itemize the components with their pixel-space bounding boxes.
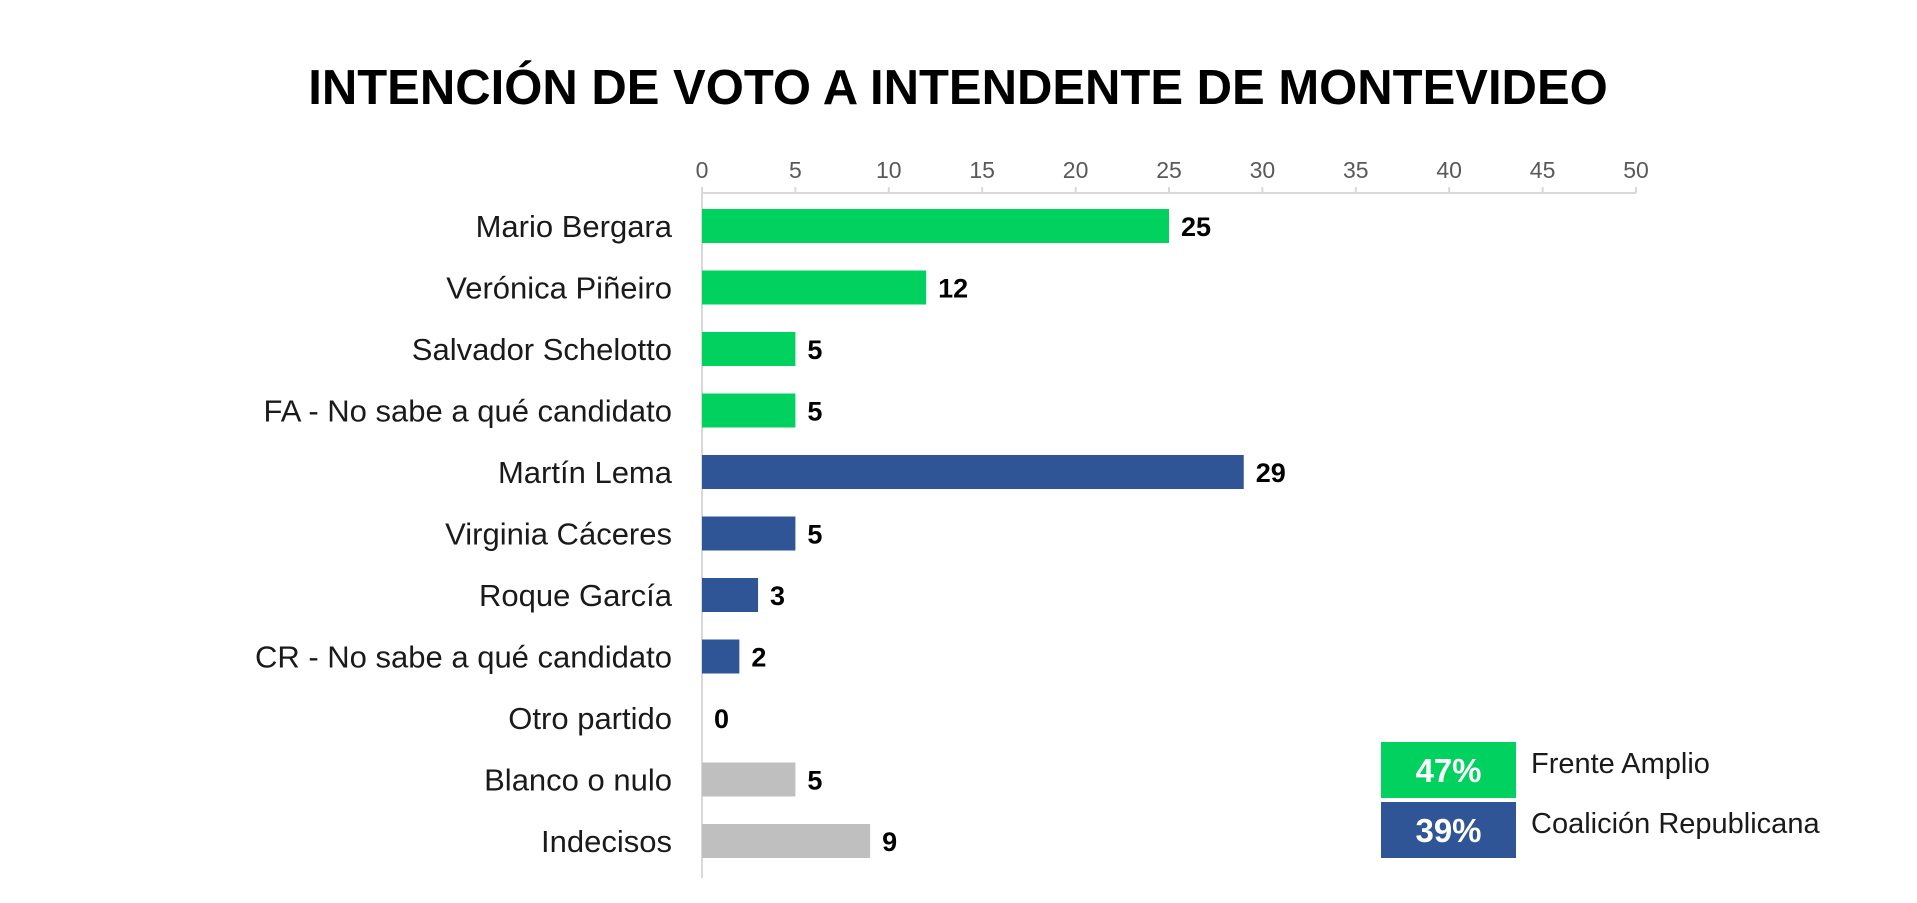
category-label: Roque García bbox=[479, 578, 673, 613]
category-label: Salvador Schelotto bbox=[412, 332, 672, 367]
bar-value-label: 2 bbox=[751, 643, 766, 673]
bar-value-label: 0 bbox=[714, 704, 729, 734]
legend-label: Coalición Republicana bbox=[1531, 808, 1820, 840]
bar-value-label: 5 bbox=[807, 766, 822, 796]
bar-value-label: 25 bbox=[1181, 212, 1211, 242]
legend-swatch bbox=[1381, 802, 1516, 858]
bar-value-label: 29 bbox=[1256, 458, 1286, 488]
x-tick-label: 0 bbox=[696, 157, 709, 183]
bar bbox=[702, 332, 796, 366]
category-label: Virginia Cáceres bbox=[445, 517, 672, 552]
x-tick-label: 40 bbox=[1436, 157, 1462, 183]
category-label: Martín Lema bbox=[498, 455, 673, 490]
x-tick-label: 20 bbox=[1063, 157, 1089, 183]
x-tick-label: 5 bbox=[789, 157, 802, 183]
legend-percentage: 39% bbox=[1415, 812, 1481, 849]
bar bbox=[702, 516, 796, 551]
bar-value-label: 3 bbox=[770, 581, 785, 611]
bar bbox=[702, 455, 1244, 489]
x-tick-label: 15 bbox=[969, 157, 995, 183]
bar bbox=[702, 639, 740, 674]
x-tick-label: 35 bbox=[1343, 157, 1369, 183]
bar bbox=[702, 270, 927, 305]
x-tick-label: 50 bbox=[1623, 157, 1649, 183]
bar bbox=[702, 393, 796, 428]
category-label: FA - No sabe a qué candidato bbox=[264, 394, 672, 429]
x-tick-label: 30 bbox=[1250, 157, 1276, 183]
legend: 47% Frente Amplio 39% Coalición Republicana bbox=[1381, 742, 1820, 858]
x-tick-label: 25 bbox=[1156, 157, 1182, 183]
bar-value-label: 5 bbox=[807, 520, 822, 550]
category-label: CR - No sabe a qué candidato bbox=[255, 640, 672, 675]
legend-label: Frente Amplio bbox=[1531, 748, 1710, 780]
bar bbox=[702, 209, 1169, 243]
bar-value-label: 12 bbox=[938, 274, 968, 304]
bar bbox=[702, 762, 796, 797]
bar-value-label: 9 bbox=[882, 827, 897, 857]
chart-title: INTENCIÓN DE VOTO A INTENDENTE DE MONTEV… bbox=[308, 60, 1608, 115]
legend-percentage: 47% bbox=[1415, 752, 1481, 789]
category-label: Blanco o nulo bbox=[484, 763, 672, 798]
x-tick-label: 10 bbox=[876, 157, 902, 183]
bar-value-label: 5 bbox=[807, 335, 822, 365]
category-label: Mario Bergara bbox=[476, 209, 673, 244]
category-label: Indecisos bbox=[541, 824, 672, 859]
x-axis-ticks: 0 5 10 15 20 25 30 35 40 45 50 bbox=[696, 157, 1649, 193]
bar-value-label: 5 bbox=[807, 397, 822, 427]
legend-swatch bbox=[1381, 742, 1516, 798]
bar bbox=[702, 824, 871, 858]
category-label: Verónica Piñeiro bbox=[446, 271, 672, 306]
bar bbox=[702, 578, 759, 612]
category-label: Otro partido bbox=[508, 701, 672, 736]
x-tick-label: 45 bbox=[1530, 157, 1556, 183]
